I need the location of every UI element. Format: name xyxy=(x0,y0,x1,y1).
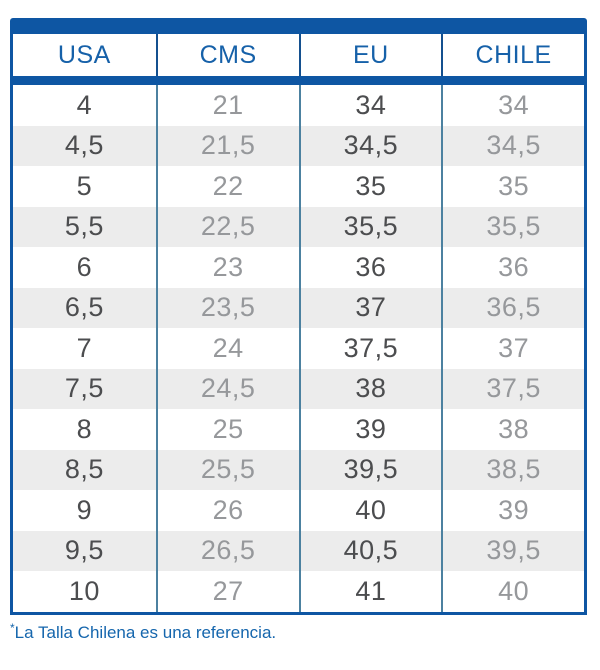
cell-cms: 24,5 xyxy=(155,368,299,409)
cell-usa: 9,5 xyxy=(64,535,104,566)
cell-chile: 39,5 xyxy=(441,530,584,571)
table-body: USA CMS EU CHILE 4 21 34 34 4,5 21,5 34,5 34,5 5 22 3… xyxy=(10,34,587,615)
cell-cms: 21,5 xyxy=(155,125,299,166)
cell-chile: 36 xyxy=(441,247,584,288)
cell-chile: 37,5 xyxy=(441,368,584,409)
footnote: *La Talla Chilena es una referencia. xyxy=(10,621,276,643)
cell-usa: 4,5 xyxy=(64,130,104,161)
table-row: 8,5 25,5 39,5 38,5 xyxy=(13,449,584,490)
header-cell-eu: EU xyxy=(298,34,442,76)
table-rows: 4 21 34 34 4,5 21,5 34,5 34,5 5 22 35 35 5,5 22,5 35,5… xyxy=(13,85,584,612)
cell-usa: 5,5 xyxy=(64,211,104,242)
table-row: 5 22 35 35 xyxy=(13,166,584,207)
cell-usa: 8 xyxy=(76,413,93,444)
cell-usa: 7,5 xyxy=(64,373,104,404)
cell-eu: 35 xyxy=(298,166,442,207)
cell-eu: 35,5 xyxy=(298,206,442,247)
cell-usa: 8,5 xyxy=(64,454,104,485)
cell-cms: 27 xyxy=(155,571,299,612)
table-row: 6,5 23,5 37 36,5 xyxy=(13,287,584,328)
cell-cms: 22 xyxy=(155,166,299,207)
cell-cms: 23 xyxy=(155,247,299,288)
cell-chile: 36,5 xyxy=(441,287,584,328)
table-row: 7 24 37,5 37 xyxy=(13,328,584,369)
cell-cms: 23,5 xyxy=(155,287,299,328)
cell-eu: 40 xyxy=(298,490,442,531)
header-cell-usa: USA xyxy=(57,40,111,69)
table-row: 7,5 24,5 38 37,5 xyxy=(13,368,584,409)
cell-cms: 21 xyxy=(155,85,299,126)
table-row: 8 25 39 38 xyxy=(13,409,584,450)
cell-cms: 25,5 xyxy=(155,449,299,490)
cell-chile: 40 xyxy=(441,571,584,612)
table-row: 4,5 21,5 34,5 34,5 xyxy=(13,125,584,166)
cell-eu: 38 xyxy=(298,368,442,409)
cell-chile: 38,5 xyxy=(441,449,584,490)
table-top-bar xyxy=(10,18,587,34)
cell-chile: 35,5 xyxy=(441,206,584,247)
cell-eu: 39,5 xyxy=(298,449,442,490)
cell-usa: 10 xyxy=(68,575,100,606)
table-row: 6 23 36 36 xyxy=(13,247,584,288)
table-row: 9 26 40 39 xyxy=(13,490,584,531)
header-cell-chile: CHILE xyxy=(441,34,584,76)
cell-usa: 4 xyxy=(76,89,93,120)
footnote-asterisk: * xyxy=(10,621,15,635)
cell-eu: 36 xyxy=(298,247,442,288)
table-row: 9,5 26,5 40,5 39,5 xyxy=(13,530,584,571)
cell-eu: 37 xyxy=(298,287,442,328)
cell-eu: 34 xyxy=(298,85,442,126)
cell-chile: 34,5 xyxy=(441,125,584,166)
cell-cms: 26,5 xyxy=(155,530,299,571)
cell-cms: 25 xyxy=(155,409,299,450)
cell-usa: 7 xyxy=(76,332,93,363)
cell-chile: 37 xyxy=(441,328,584,369)
cell-usa: 5 xyxy=(76,170,93,201)
cell-usa: 6,5 xyxy=(64,292,104,323)
cell-eu: 39 xyxy=(298,409,442,450)
cell-chile: 39 xyxy=(441,490,584,531)
header-separator-bar xyxy=(13,76,584,85)
cell-usa: 9 xyxy=(76,494,93,525)
table-header-row: USA CMS EU CHILE xyxy=(13,34,584,76)
cell-eu: 37,5 xyxy=(298,328,442,369)
cell-eu: 34,5 xyxy=(298,125,442,166)
footnote-text: La Talla Chilena es una referencia. xyxy=(14,623,277,642)
table-row: 10 27 41 40 xyxy=(13,571,584,612)
cell-cms: 26 xyxy=(155,490,299,531)
table-row: 4 21 34 34 xyxy=(13,85,584,126)
cell-cms: 22,5 xyxy=(155,206,299,247)
table-row: 5,5 22,5 35,5 35,5 xyxy=(13,206,584,247)
cell-eu: 40,5 xyxy=(298,530,442,571)
cell-cms: 24 xyxy=(155,328,299,369)
size-conversion-table: USA CMS EU CHILE 4 21 34 34 4,5 21,5 34,5 34,5 5 22 3… xyxy=(10,18,587,615)
header-cell-cms: CMS xyxy=(155,34,299,76)
cell-chile: 38 xyxy=(441,409,584,450)
cell-eu: 41 xyxy=(298,571,442,612)
cell-chile: 35 xyxy=(441,166,584,207)
cell-usa: 6 xyxy=(76,251,93,282)
cell-chile: 34 xyxy=(441,85,584,126)
